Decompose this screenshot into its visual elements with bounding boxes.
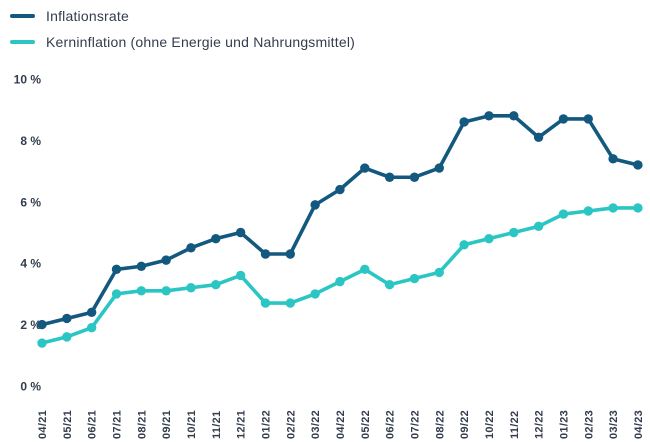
series-2-point xyxy=(608,203,618,213)
x-tick-label: 05/22 xyxy=(360,410,372,439)
series-1-point xyxy=(533,132,544,143)
x-tick-label: 08/21 xyxy=(136,410,148,439)
x-tick-label: 11/22 xyxy=(509,411,521,439)
series-1-point xyxy=(136,261,147,271)
series-1-point xyxy=(434,163,444,173)
x-tick-label: 10/22 xyxy=(484,410,496,439)
x-tick-label: 04/23 xyxy=(633,410,645,439)
series-2-point xyxy=(583,206,593,216)
y-tick-label: 10 % xyxy=(14,73,42,87)
series-2-point xyxy=(235,270,246,281)
series-2-point xyxy=(434,267,444,278)
series-2-point xyxy=(86,322,97,333)
series-2-line xyxy=(40,206,640,345)
x-tick-label: 06/21 xyxy=(87,410,99,439)
series-1-point xyxy=(86,307,97,318)
y-tick-label: 2 % xyxy=(20,318,41,332)
series-2-point xyxy=(484,233,494,244)
x-tick-label: 01/22 xyxy=(260,410,272,439)
series-1-point xyxy=(211,233,221,244)
legend-swatch-inflationsrate xyxy=(10,13,35,19)
x-tick-label: 10/21 xyxy=(186,410,198,439)
legend-label-inflationsrate: Inflationsrate xyxy=(46,8,129,24)
y-tick-label: 0 % xyxy=(20,380,41,394)
series-2-point xyxy=(161,286,171,296)
series-2-point xyxy=(186,283,196,293)
series-1-point xyxy=(37,319,47,330)
series-1-point xyxy=(260,249,271,259)
series-1-point xyxy=(484,111,494,121)
legend-swatch-kerninflation xyxy=(10,39,35,45)
series-1-point xyxy=(335,184,345,195)
series-2-point xyxy=(459,240,469,250)
x-tick-label: 02/23 xyxy=(583,410,595,439)
series-2-point xyxy=(558,209,569,219)
series-2-point xyxy=(360,264,370,275)
series-2-point xyxy=(62,332,72,342)
series-2-point xyxy=(633,203,643,213)
series-1-point xyxy=(608,154,618,164)
series-1-point xyxy=(285,249,295,259)
x-tick-label: 11/21 xyxy=(211,411,223,439)
legend-item-inflationsrate: Inflationsrate xyxy=(10,7,355,25)
series-2-point xyxy=(136,286,147,296)
series-2-point xyxy=(285,298,295,308)
x-tick-label: 07/22 xyxy=(409,410,421,439)
legend-item-kerninflation: Kerninflation (ohne Energie und Nahrungs… xyxy=(10,33,355,51)
x-tick-label: 07/21 xyxy=(111,410,123,439)
series-2-point xyxy=(509,227,519,238)
x-tick-label: 01/23 xyxy=(558,410,570,439)
series-2-point xyxy=(409,273,420,284)
x-tick-label: 02/22 xyxy=(285,410,297,439)
series-1-point xyxy=(633,160,643,170)
legend-label-kerninflation: Kerninflation (ohne Energie und Nahrungs… xyxy=(46,34,356,50)
series-1-point xyxy=(384,172,395,182)
series-1-point xyxy=(509,111,519,121)
x-tick-label: 06/22 xyxy=(385,410,397,439)
x-tick-label: 12/22 xyxy=(534,410,546,439)
series-1-point xyxy=(235,227,246,238)
series-1-point xyxy=(310,200,320,210)
x-tick-label: 09/22 xyxy=(459,410,471,439)
series-1-point xyxy=(111,264,122,275)
legend: Inflationsrate Kerninflation (ohne Energ… xyxy=(10,7,355,59)
series-2-point xyxy=(533,221,544,232)
y-tick-label: 8 % xyxy=(20,134,41,148)
series-2-point xyxy=(111,289,122,299)
y-tick-label: 4 % xyxy=(20,257,41,271)
series-1-point xyxy=(409,172,420,182)
series-2-point xyxy=(211,279,221,290)
series-1-point xyxy=(62,313,72,324)
x-tick-label: 04/22 xyxy=(335,410,347,439)
x-tick-label: 03/22 xyxy=(310,410,322,439)
x-tick-label: 12/21 xyxy=(236,410,248,439)
series-1-point xyxy=(583,114,593,124)
series-2-point xyxy=(310,289,320,299)
series-1-point xyxy=(558,114,569,124)
series-1-point xyxy=(360,163,370,173)
series-2-point xyxy=(260,298,271,308)
series-2-point xyxy=(37,338,47,348)
x-tick-label: 04/21 xyxy=(37,410,49,439)
series-1-point xyxy=(459,117,469,127)
series-1-point xyxy=(186,243,196,253)
y-tick-label: 6 % xyxy=(20,195,41,209)
x-tick-label: 09/21 xyxy=(161,410,173,439)
x-tick-label: 08/22 xyxy=(434,410,446,439)
x-tick-label: 05/21 xyxy=(62,410,74,439)
series-2-point xyxy=(384,279,395,290)
x-tick-label: 03/23 xyxy=(608,410,620,439)
series-2-point xyxy=(335,276,345,287)
series-1-point xyxy=(161,255,171,265)
